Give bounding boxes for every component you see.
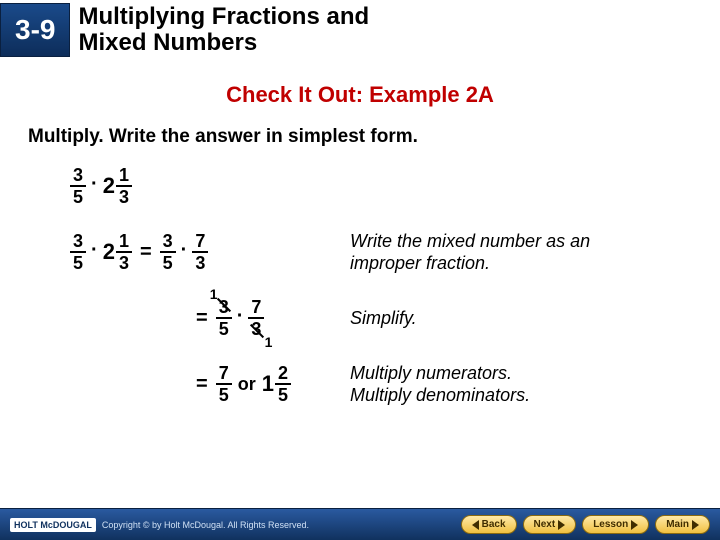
fraction: 3 5 (160, 232, 176, 272)
denominator: 5 (278, 385, 288, 404)
denominator: 3 (251, 319, 261, 338)
denominator: 3 (119, 187, 129, 206)
cancel-value-top: 1 (210, 286, 218, 302)
mixed-whole: 2 (103, 239, 115, 265)
numerator: 2 (275, 364, 291, 385)
mixed-whole-result: 1 (262, 371, 274, 397)
back-label: Back (482, 519, 506, 530)
step1-math: 3 5 · 2 1 3 = 3 5 · 7 3 (70, 232, 320, 272)
triangle-left-icon (472, 520, 479, 530)
step3-row: = 7 5 or 1 2 5 Multiply numerators. Mult… (70, 360, 720, 408)
step3-explain: Multiply numerators. Multiply denominato… (350, 362, 530, 407)
fraction-3-5: 3 5 (70, 166, 86, 206)
slide-header: 3-9 Multiplying Fractions and Mixed Numb… (0, 0, 720, 60)
fraction: 1 3 (116, 232, 132, 272)
denominator: 5 (73, 187, 83, 206)
numerator: 7 (216, 364, 232, 385)
main-button[interactable]: Main (655, 515, 710, 534)
denominator: 3 (119, 253, 129, 272)
cancel-fraction-2: 7 3 1 (248, 298, 264, 338)
problem-expression: 3 5 · 2 1 3 (70, 166, 270, 206)
fraction-mixed-part: 2 5 (275, 364, 291, 404)
example-subheading: Check It Out: Example 2A (0, 82, 720, 108)
numerator: 1 (116, 232, 132, 253)
triangle-right-icon (631, 520, 638, 530)
fraction: 7 3 (192, 232, 208, 272)
instruction-text: Multiply. Write the answer in simplest f… (28, 126, 720, 148)
step1-row: 3 5 · 2 1 3 = 3 5 · 7 3 Write the mixed … (70, 228, 720, 276)
denominator: 5 (219, 385, 229, 404)
step2-math: = 3 5 1 · 7 3 1 (70, 298, 320, 338)
explain-line: Multiply denominators. (350, 385, 530, 405)
problem-row: 3 5 · 2 1 3 (70, 162, 720, 210)
equals-sign: = (196, 307, 208, 330)
nav-button-group: Back Next Lesson Main (461, 515, 710, 534)
fraction: 7 3 (248, 298, 264, 338)
copyright-block: HOLT McDOUGAL Copyright © by Holt McDoug… (10, 518, 309, 532)
multiply-dot: · (91, 173, 98, 196)
next-label: Next (534, 519, 556, 530)
fraction-result: 7 5 (216, 364, 232, 404)
denominator: 3 (195, 253, 205, 272)
numerator: 3 (160, 232, 176, 253)
denominator: 5 (219, 319, 229, 338)
equals-sign: = (140, 241, 152, 264)
brand-logo: HOLT McDOUGAL (10, 518, 96, 532)
multiply-dot: · (237, 305, 244, 328)
or-text: or (238, 374, 256, 395)
fraction: 3 5 (70, 232, 86, 272)
cancel-fraction-1: 3 5 1 (216, 298, 232, 338)
slide-footer: HOLT McDOUGAL Copyright © by Holt McDoug… (0, 508, 720, 540)
fraction-1-3: 1 3 (116, 166, 132, 206)
lesson-button[interactable]: Lesson (582, 515, 649, 534)
multiply-dot: · (181, 239, 188, 262)
multiply-dot: · (91, 239, 98, 262)
explain-line: Write the mixed number as an (350, 231, 590, 251)
main-label: Main (666, 519, 689, 530)
step2-explain: Simplify. (350, 307, 417, 330)
numerator: 3 (216, 298, 232, 319)
explain-line: improper fraction. (350, 253, 490, 273)
triangle-right-icon (692, 520, 699, 530)
math-content: 3 5 · 2 1 3 3 5 · 2 1 3 = 3 (70, 162, 720, 408)
step3-math: = 7 5 or 1 2 5 (70, 364, 320, 404)
cancel-value-bot: 1 (265, 334, 273, 350)
lesson-label: Lesson (593, 519, 628, 530)
back-button[interactable]: Back (461, 515, 517, 534)
numerator: 3 (70, 166, 86, 187)
next-button[interactable]: Next (523, 515, 577, 534)
numerator: 7 (248, 298, 264, 319)
step1-explain: Write the mixed number as an improper fr… (350, 230, 590, 275)
numerator: 7 (192, 232, 208, 253)
numerator: 1 (116, 166, 132, 187)
denominator: 5 (163, 253, 173, 272)
explain-line: Multiply numerators. (350, 363, 512, 383)
title-line-1: Multiplying Fractions and (78, 3, 369, 30)
triangle-right-icon (558, 520, 565, 530)
copyright-text: Copyright © by Holt McDougal. All Rights… (102, 520, 309, 530)
mixed-whole: 2 (103, 173, 115, 199)
fraction: 3 5 (216, 298, 232, 338)
title-line-2: Mixed Numbers (78, 29, 257, 56)
numerator: 3 (70, 232, 86, 253)
equals-sign: = (196, 373, 208, 396)
lesson-badge: 3-9 (0, 3, 70, 57)
lesson-title: Multiplying Fractions and Mixed Numbers (78, 4, 369, 57)
denominator: 5 (73, 253, 83, 272)
step2-row: = 3 5 1 · 7 3 1 Simplify. (70, 294, 720, 342)
